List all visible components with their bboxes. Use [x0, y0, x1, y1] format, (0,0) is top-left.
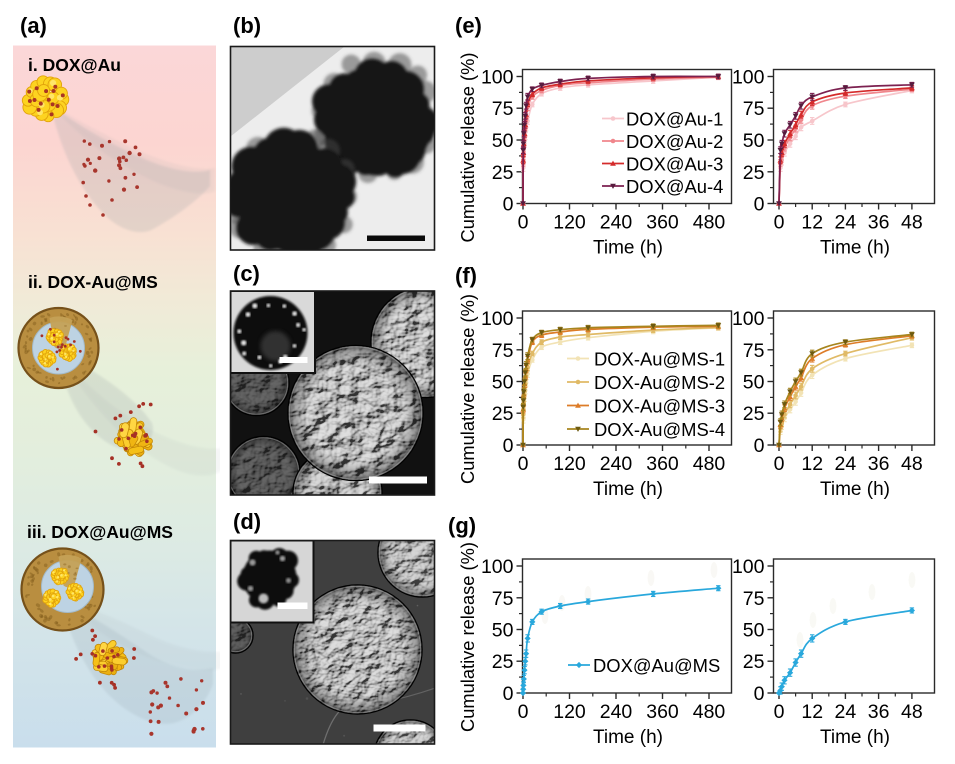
svg-text:DOX-Au@MS-3: DOX-Au@MS-3: [594, 396, 725, 417]
svg-text:50: 50: [492, 620, 514, 642]
svg-text:75: 75: [743, 588, 765, 610]
svg-text:DOX@Au-4: DOX@Au-4: [626, 176, 723, 197]
svg-text:50: 50: [743, 372, 765, 394]
svg-text:24: 24: [835, 453, 857, 475]
svg-text:ii. DOX-Au@MS: ii. DOX-Au@MS: [28, 272, 158, 292]
svg-text:12: 12: [801, 453, 823, 475]
svg-text:Time (h): Time (h): [593, 479, 663, 500]
svg-text:0: 0: [754, 435, 765, 457]
svg-text:DOX@Au-1: DOX@Au-1: [626, 109, 723, 130]
svg-text:24: 24: [835, 212, 857, 234]
svg-text:Time (h): Time (h): [593, 727, 663, 748]
svg-text:0: 0: [518, 212, 529, 234]
svg-text:360: 360: [646, 212, 679, 234]
svg-text:75: 75: [743, 340, 765, 362]
svg-text:36: 36: [868, 701, 890, 723]
svg-text:100: 100: [481, 556, 514, 578]
svg-text:100: 100: [732, 308, 765, 330]
svg-text:DOX@Au-3: DOX@Au-3: [626, 154, 723, 175]
svg-text:0: 0: [518, 453, 529, 475]
svg-text:100: 100: [481, 308, 514, 330]
svg-text:(d): (d): [233, 509, 261, 534]
svg-text:25: 25: [492, 162, 514, 184]
svg-text:Time (h): Time (h): [820, 479, 890, 500]
svg-text:120: 120: [553, 701, 586, 723]
svg-text:(e): (e): [455, 13, 482, 38]
svg-text:50: 50: [743, 130, 765, 152]
svg-text:Time (h): Time (h): [820, 238, 890, 259]
svg-text:75: 75: [492, 588, 514, 610]
svg-text:240: 240: [600, 701, 633, 723]
svg-text:Cumulative release (%): Cumulative release (%): [457, 542, 478, 732]
svg-text:25: 25: [743, 403, 765, 425]
svg-text:120: 120: [553, 453, 586, 475]
svg-text:75: 75: [743, 98, 765, 120]
svg-text:0: 0: [518, 701, 529, 723]
svg-text:(c): (c): [233, 261, 260, 286]
svg-text:36: 36: [868, 453, 890, 475]
svg-text:25: 25: [743, 162, 765, 184]
svg-text:100: 100: [732, 556, 765, 578]
svg-text:Time (h): Time (h): [593, 238, 663, 259]
svg-text:12: 12: [801, 701, 823, 723]
svg-text:0: 0: [754, 194, 765, 216]
svg-text:Cumulative release (%): Cumulative release (%): [457, 53, 478, 243]
svg-text:DOX@Au@MS: DOX@Au@MS: [593, 655, 720, 676]
svg-text:240: 240: [600, 212, 633, 234]
svg-text:36: 36: [868, 212, 890, 234]
svg-text:DOX@Au-2: DOX@Au-2: [626, 131, 723, 152]
svg-text:0: 0: [503, 194, 514, 216]
svg-text:(f): (f): [455, 263, 477, 288]
svg-text:50: 50: [492, 372, 514, 394]
svg-text:48: 48: [901, 453, 923, 475]
svg-text:i. DOX@Au: i. DOX@Au: [28, 55, 121, 75]
svg-text:Cumulative release (%): Cumulative release (%): [457, 294, 478, 484]
svg-text:48: 48: [901, 212, 923, 234]
svg-text:48: 48: [901, 701, 923, 723]
svg-text:(b): (b): [233, 13, 261, 38]
svg-text:(g): (g): [448, 513, 476, 538]
svg-text:25: 25: [743, 651, 765, 673]
svg-text:0: 0: [503, 435, 514, 457]
svg-text:0: 0: [774, 453, 785, 475]
svg-text:75: 75: [492, 340, 514, 362]
svg-text:100: 100: [481, 67, 514, 89]
svg-text:480: 480: [693, 701, 726, 723]
svg-text:0: 0: [754, 683, 765, 705]
svg-text:25: 25: [492, 403, 514, 425]
svg-text:iii. DOX@Au@MS: iii. DOX@Au@MS: [27, 522, 173, 542]
svg-text:25: 25: [492, 651, 514, 673]
svg-text:360: 360: [646, 701, 679, 723]
svg-text:0: 0: [774, 212, 785, 234]
svg-text:50: 50: [743, 620, 765, 642]
svg-text:DOX-Au@MS-4: DOX-Au@MS-4: [594, 419, 725, 440]
svg-text:120: 120: [553, 212, 586, 234]
svg-text:DOX-Au@MS-2: DOX-Au@MS-2: [594, 372, 725, 393]
svg-text:Time (h): Time (h): [820, 727, 890, 748]
svg-text:50: 50: [492, 130, 514, 152]
svg-text:12: 12: [801, 212, 823, 234]
svg-text:0: 0: [503, 683, 514, 705]
svg-text:(a): (a): [20, 13, 47, 38]
svg-text:100: 100: [732, 67, 765, 89]
svg-text:240: 240: [600, 453, 633, 475]
svg-text:DOX-Au@MS-1: DOX-Au@MS-1: [594, 349, 725, 370]
svg-text:0: 0: [774, 701, 785, 723]
svg-text:75: 75: [492, 98, 514, 120]
svg-text:480: 480: [693, 212, 726, 234]
svg-text:24: 24: [835, 701, 857, 723]
svg-text:480: 480: [693, 453, 726, 475]
svg-text:360: 360: [646, 453, 679, 475]
